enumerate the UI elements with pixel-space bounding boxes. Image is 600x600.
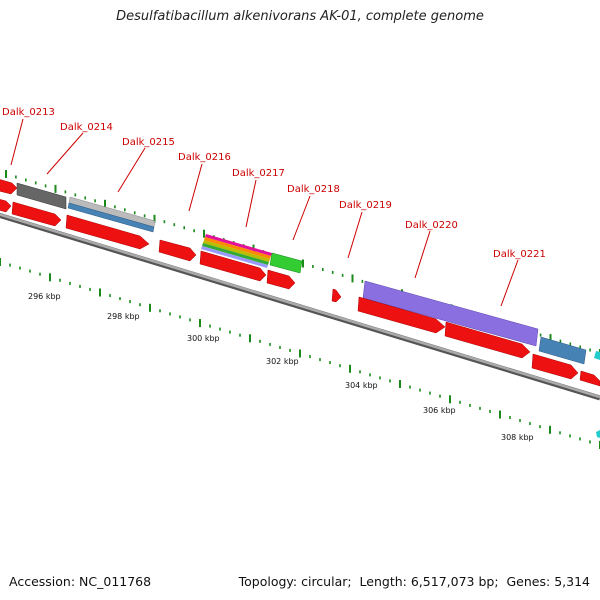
feature-blue-dalk0215[interactable] bbox=[67, 202, 155, 233]
leader-dalk0214 bbox=[46, 132, 84, 175]
gene-arrow[interactable] bbox=[11, 201, 62, 227]
feature-stack-dalk0217[interactable] bbox=[201, 234, 272, 268]
gene-arrow[interactable] bbox=[0, 198, 12, 213]
position-label-304: 304 kbp bbox=[345, 381, 378, 390]
accession-info: Accession: NC_011768 bbox=[9, 574, 151, 589]
length-label: Length: bbox=[359, 574, 407, 589]
gene-label-dalk0216[interactable]: Dalk_0216 bbox=[178, 152, 231, 163]
topology-label: Topology: bbox=[238, 574, 298, 589]
accession-value: NC_011768 bbox=[79, 574, 152, 589]
position-label-306: 306 kbp bbox=[423, 406, 456, 415]
position-label-308: 308 kbp bbox=[501, 433, 534, 442]
feature-purple-dalk0220[interactable] bbox=[362, 280, 539, 347]
tick-row-lower bbox=[0, 258, 600, 449]
leader-dalk0213 bbox=[10, 118, 24, 166]
gene-label-dalk0219[interactable]: Dalk_0219 bbox=[339, 200, 392, 211]
feature-orange bbox=[204, 237, 271, 259]
genome-stats: Topology: circular; Length: 6,517,073 bp… bbox=[238, 574, 590, 589]
gene-label-dalk0215[interactable]: Dalk_0215 bbox=[122, 137, 175, 148]
gene-label-dalk0214[interactable]: Dalk_0214 bbox=[60, 122, 113, 133]
gene-label-dalk0218[interactable]: Dalk_0218 bbox=[287, 184, 340, 195]
accession-label: Accession: bbox=[9, 574, 76, 589]
gene-arrow[interactable] bbox=[266, 269, 296, 290]
genes-label: Genes: bbox=[506, 574, 551, 589]
gene-arrow[interactable] bbox=[444, 321, 531, 359]
position-label-296: 296 kbp bbox=[28, 292, 61, 301]
feature-green-dalk0218[interactable] bbox=[269, 252, 303, 274]
leader-dalk0217 bbox=[245, 179, 257, 228]
feature-magenta bbox=[205, 234, 272, 256]
feature-green-strip bbox=[202, 243, 269, 265]
topology-value: circular bbox=[301, 574, 348, 589]
leader-dalk0215 bbox=[117, 147, 146, 193]
leader-dalk0220 bbox=[414, 230, 431, 279]
position-label-302: 302 kbp bbox=[266, 357, 299, 366]
gene-arrow[interactable] bbox=[65, 214, 150, 250]
feature-cyan-lower bbox=[596, 430, 600, 438]
gene-arrow-dalk0213[interactable] bbox=[0, 178, 18, 195]
genome-backbone bbox=[0, 212, 600, 401]
gene-row-lower bbox=[0, 198, 600, 387]
gene-label-dalk0220[interactable]: Dalk_0220 bbox=[405, 220, 458, 231]
gene-arrow[interactable] bbox=[531, 353, 579, 380]
gene-arrow-edge[interactable] bbox=[579, 370, 600, 387]
gene-arrow-small[interactable] bbox=[331, 288, 342, 303]
position-labels: 296 kbp 298 kbp 300 kbp 302 kbp 304 kbp … bbox=[28, 292, 534, 442]
feature-blue-dalk0221[interactable] bbox=[538, 336, 587, 365]
feature-cyan-edge bbox=[594, 351, 600, 360]
position-label-300: 300 kbp bbox=[187, 334, 220, 343]
gene-row-upper bbox=[0, 178, 600, 365]
gene-label-dalk0221[interactable]: Dalk_0221 bbox=[493, 249, 546, 260]
leader-dalk0219 bbox=[347, 211, 363, 259]
gene-label-dalk0213[interactable]: Dalk_0213 bbox=[2, 107, 55, 118]
gene-label-dalk0217[interactable]: Dalk_0217 bbox=[232, 168, 285, 179]
position-label-298: 298 kbp bbox=[107, 312, 140, 321]
backbone-line bbox=[0, 213, 600, 399]
genome-title: Desulfatibacillum alkenivorans AK-01, co… bbox=[116, 9, 484, 24]
feature-olive bbox=[203, 240, 270, 262]
leader-dalk0218 bbox=[292, 195, 311, 241]
leader-dalk0216 bbox=[188, 163, 203, 212]
gene-labels: Dalk_0213 Dalk_0214 Dalk_0215 Dalk_0216 … bbox=[2, 107, 546, 307]
feature-lavender bbox=[201, 246, 268, 268]
gene-arrow[interactable] bbox=[199, 250, 267, 282]
length-value: 6,517,073 bp bbox=[410, 574, 495, 589]
feature-gray-dalk0214[interactable] bbox=[16, 182, 67, 210]
leader-dalk0221 bbox=[500, 259, 519, 307]
genes-value: 5,314 bbox=[554, 574, 590, 589]
gene-arrow[interactable] bbox=[158, 239, 197, 262]
gene-arrow[interactable] bbox=[357, 296, 446, 334]
